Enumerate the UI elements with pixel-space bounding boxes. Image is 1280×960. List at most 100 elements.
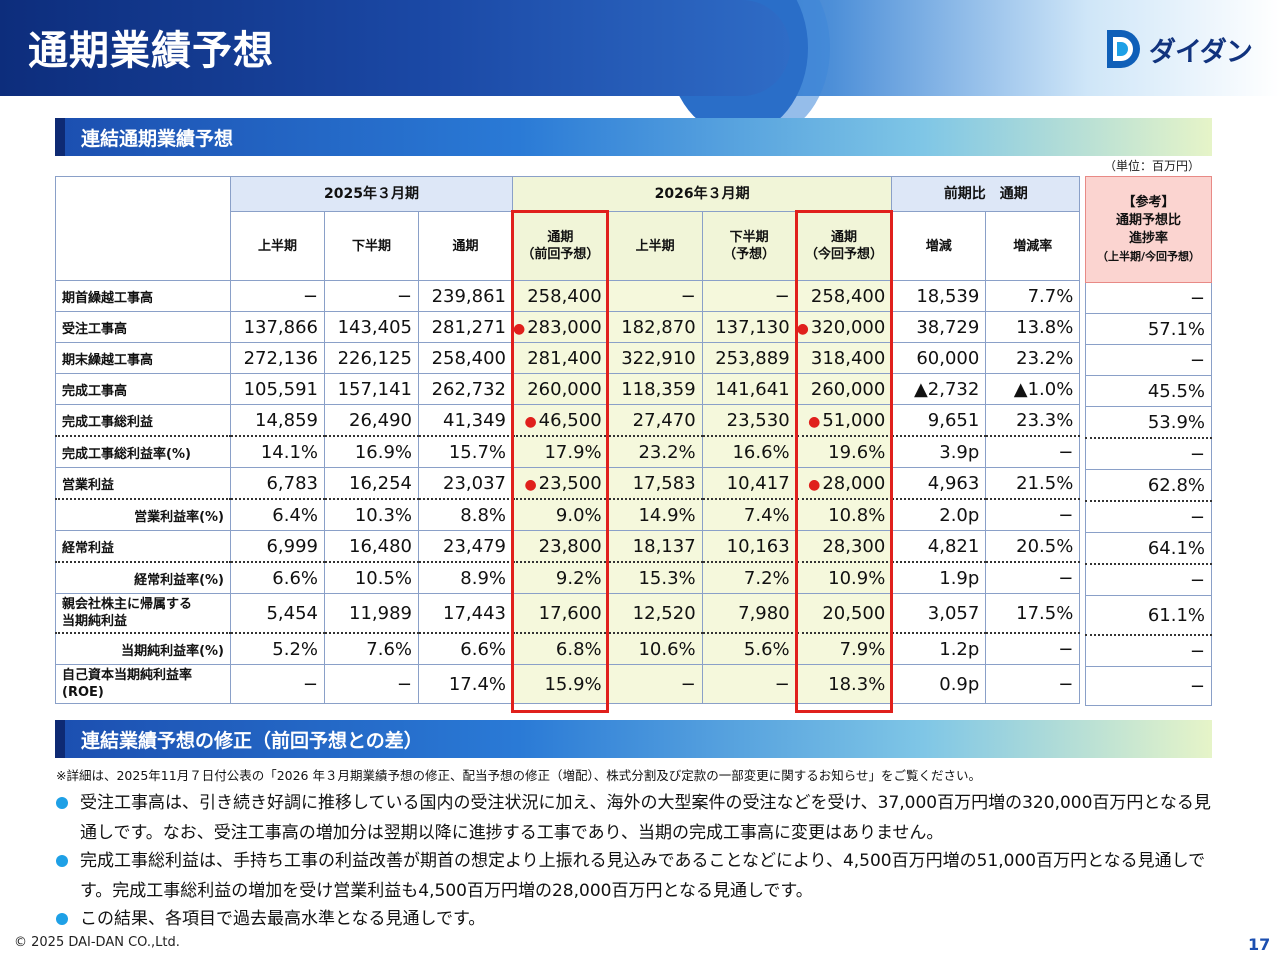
table-cell: 17,600	[512, 593, 609, 634]
table-row: 完成工事総利益 14,859 26,490 41,349 ● 46,500 27,470 23…	[55, 404, 1081, 437]
table-cell: 23,037	[418, 467, 513, 500]
col-header: 上半期	[230, 211, 325, 281]
bullet-dot-icon	[56, 913, 68, 925]
row-label: 当期純利益率(%)	[55, 632, 231, 665]
table-cell: 1.2p	[891, 632, 987, 665]
table-cell: 137,866	[230, 311, 325, 343]
reference-cell: −	[1085, 282, 1212, 314]
table-row: 営業利益 6,783 16,254 23,037 ● 23,500 17,583 10,417…	[55, 467, 1081, 500]
logo-text: ダイダン	[1149, 36, 1253, 68]
table-cell: 105,591	[230, 373, 325, 405]
table-cell: 15.9%	[512, 664, 609, 704]
table-cell: −	[324, 280, 419, 312]
reference-row: 64.1%	[1085, 532, 1212, 565]
col-header: 下半期 （予想）	[701, 211, 797, 281]
table-cell: 23.2%	[607, 435, 703, 468]
row-label: 自己資本当期純利益率 (ROE)	[55, 664, 231, 704]
table-cell: 14.1%	[230, 435, 325, 468]
table-cell: 137,130	[701, 311, 797, 343]
table-cell: 260,000	[512, 373, 609, 405]
table-cell: 10.6%	[607, 632, 703, 665]
table-row: 完成工事総利益率(%) 14.1% 16.9% 15.7% 17.9% 23.2% 16.6…	[55, 435, 1081, 468]
revision-marker-icon: ●	[513, 320, 526, 337]
table-cell: 7.2%	[701, 561, 797, 594]
reference-cell: 57.1%	[1085, 313, 1212, 345]
row-label: 営業利益率(%)	[55, 498, 231, 531]
reference-cell: 62.8%	[1085, 469, 1212, 502]
table-cell: 16.9%	[324, 435, 419, 468]
reference-cell: −	[1085, 344, 1212, 376]
group-header-fy2026: 2026年３月期	[511, 176, 893, 212]
table-cell: −	[701, 664, 797, 704]
table-cell: 10,417	[701, 467, 797, 500]
table-cell: 28,300	[795, 530, 893, 563]
table-cell: 23,530	[701, 404, 797, 437]
table-cell: 17.4%	[418, 664, 513, 704]
reference-row: 62.8%	[1085, 469, 1212, 502]
table-cell: 20.5%	[985, 530, 1081, 563]
reference-row: 61.1%	[1085, 595, 1212, 636]
reference-cell: −	[1085, 634, 1212, 667]
table-cell: 258,400	[795, 280, 893, 312]
table-cell: 23.2%	[985, 342, 1081, 374]
revision-marker-icon: ●	[796, 320, 809, 337]
revision-marker-icon: ●	[524, 476, 537, 493]
table-cell: 10.5%	[324, 561, 419, 594]
unit-label: （単位：百万円）	[1104, 159, 1201, 173]
reference-note: ※詳細は、2025年11月７日付公表の「2026 年３月期業績予想の修正、配当予…	[56, 768, 981, 783]
group-header-yoy: 前期比 通期	[891, 176, 1081, 212]
table-cell: 14.9%	[607, 498, 703, 531]
table-cell: 15.3%	[607, 561, 703, 594]
highlight-current-forecast	[795, 210, 893, 713]
table-cell: 7.6%	[324, 632, 419, 665]
table-cell: 4,821	[891, 530, 987, 563]
table-cell: 118,359	[607, 373, 703, 405]
reference-cell: 61.1%	[1085, 595, 1212, 636]
table-cell: 0.9p	[891, 664, 987, 704]
table-cell: 14,859	[230, 404, 325, 437]
reference-row: −	[1085, 500, 1212, 533]
table-cell: 26,490	[324, 404, 419, 437]
table-cell: 7,980	[701, 593, 797, 634]
table-row: 当期純利益率(%) 5.2% 7.6% 6.6% 6.8% 10.6% 5.6% 7.9% 1.…	[55, 632, 1081, 665]
row-label: 受注工事高	[55, 311, 231, 343]
table-cell: 18,137	[607, 530, 703, 563]
col-header: 増減率	[985, 211, 1081, 281]
revision-marker-icon: ●	[808, 476, 821, 493]
table-cell: 23.3%	[985, 404, 1081, 437]
table-cell: 9,651	[891, 404, 987, 437]
reference-row: −	[1085, 344, 1212, 376]
table-cell: 5.6%	[701, 632, 797, 665]
col-header: 下半期	[324, 211, 419, 281]
col-header: 上半期	[607, 211, 703, 281]
table-cell: −	[985, 498, 1081, 531]
table-row: 受注工事高 137,866 143,405 281,271 ● 283,000 182,87…	[55, 311, 1081, 343]
table-cell: −	[324, 664, 419, 704]
reference-row: 53.9%	[1085, 406, 1212, 439]
table-row: 期末繰越工事高 272,136 226,125 258,400 281,400 322,9…	[55, 342, 1081, 374]
reference-cell: 45.5%	[1085, 375, 1212, 407]
table-cell: 5.2%	[230, 632, 325, 665]
table-cell: 23,800	[512, 530, 609, 563]
row-label: 完成工事総利益率(%)	[55, 435, 231, 468]
table-cell: 10.9%	[795, 561, 893, 594]
reference-header: 【参考】 通期予想比 進捗率 （上半期/今回予想）	[1085, 176, 1212, 283]
table-cell: 281,271	[418, 311, 513, 343]
table-cell: 17.5%	[985, 593, 1081, 634]
table-cell: −	[985, 664, 1081, 704]
section-title-forecast: 連結通期業績予想	[55, 118, 1212, 156]
table-cell: −	[985, 435, 1081, 468]
section-title-text: 連結通期業績予想	[81, 128, 234, 150]
revision-marker-icon: ●	[808, 413, 821, 430]
table-cell: 6.6%	[418, 632, 513, 665]
reference-cell: 53.9%	[1085, 406, 1212, 439]
table-cell: 182,870	[607, 311, 703, 343]
table-cell: ● 320,000	[795, 311, 893, 343]
table-cell: 5,454	[230, 593, 325, 634]
table-cell: −	[701, 280, 797, 312]
table-cell: 13.8%	[985, 311, 1081, 343]
table-cell: ▲1.0%	[985, 373, 1081, 405]
table-cell: 1.9p	[891, 561, 987, 594]
section-title-text: 連結業績予想の修正（前回予想との差）	[81, 730, 423, 752]
table-cell: 157,141	[324, 373, 419, 405]
